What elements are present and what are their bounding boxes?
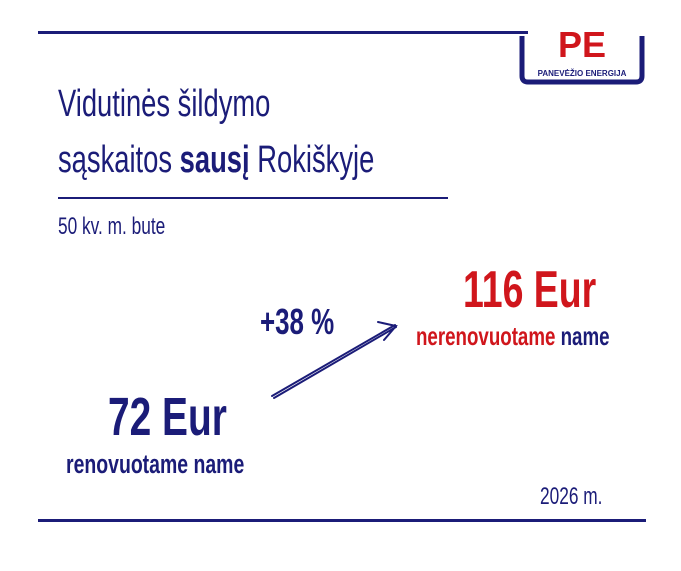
logo-mark: PE — [558, 24, 606, 65]
subtitle: 50 kv. m. bute — [58, 213, 166, 240]
unrenovated-label: nerenovuotame name — [416, 321, 610, 351]
title-underline — [58, 197, 448, 199]
logo: PE PANEVĖŽIO ENERGIJA — [519, 24, 645, 85]
bottom-rule — [38, 519, 646, 522]
renovated-label: renovuotame name — [66, 449, 245, 479]
logo-subtitle: PANEVĖŽIO ENERGIJA — [538, 69, 627, 78]
arrow-up-icon — [271, 321, 398, 399]
change-percent: +38 % — [260, 301, 335, 342]
unrenovated-value: 116 Eur — [463, 261, 597, 319]
renovated-value: 72 Eur — [108, 387, 227, 447]
year: 2026 m. — [540, 483, 603, 510]
top-rule — [38, 31, 528, 34]
title-line-2: sąskaitos sausį Rokiškyje — [58, 139, 375, 181]
title-line-1: Vidutinės šildymo — [58, 83, 271, 125]
